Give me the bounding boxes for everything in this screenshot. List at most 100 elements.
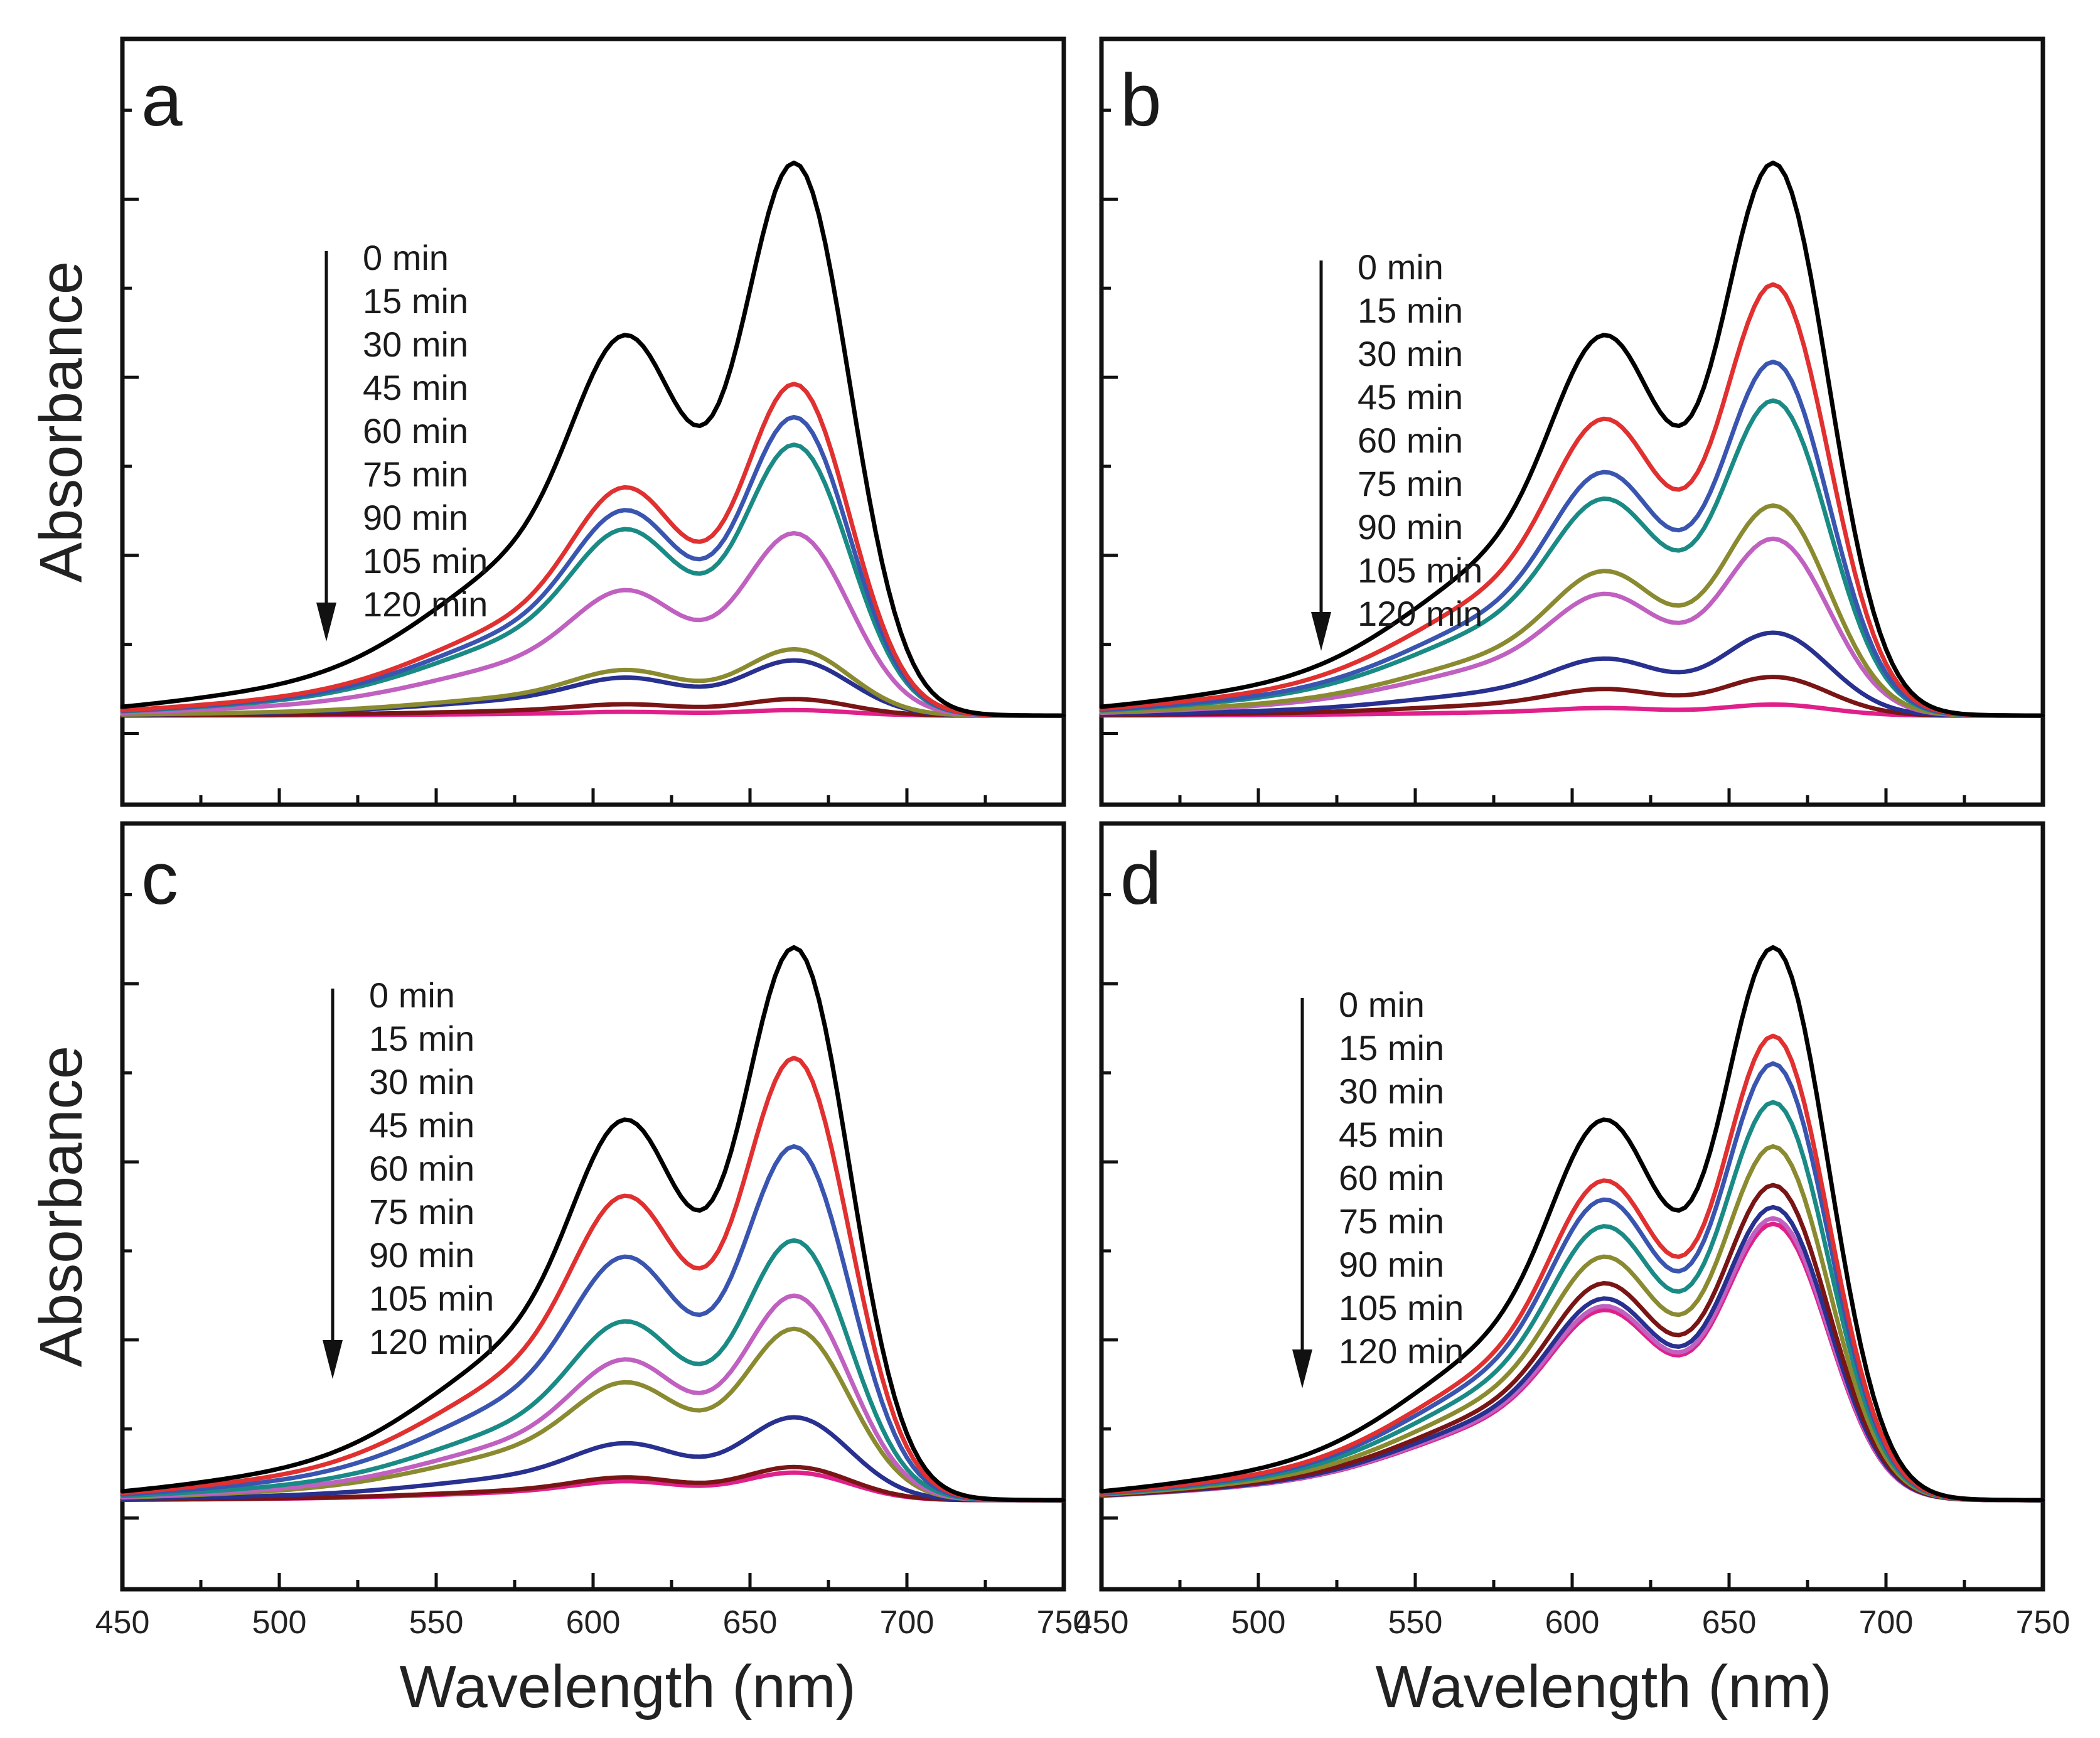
legend-entry: 90 min: [369, 1235, 474, 1275]
legend: 0 min 15 min 30 min 45 min 60 min 75 min 90 mi…: [1311, 247, 1482, 651]
series-line-3: [1099, 359, 2045, 718]
legend-entry: 120 min: [1358, 594, 1482, 633]
panel-b: b 0 min 15 min 30 min 45 min 60 min 75 min 90 …: [1099, 36, 2045, 807]
series-line-6: [120, 646, 1066, 718]
legend-entry: 60 min: [363, 411, 468, 451]
series-line-3: [120, 1144, 1066, 1503]
legend-arrow-head: [1311, 612, 1331, 651]
legend-entry: 45 min: [1339, 1115, 1444, 1154]
legend-entry: 120 min: [1339, 1331, 1464, 1371]
series-line-8: [120, 1464, 1066, 1503]
series-line-2: [120, 1056, 1066, 1503]
x-tick-label: 550: [409, 1604, 464, 1641]
legend-entry: 15 min: [1339, 1028, 1444, 1068]
series-line-2: [1099, 1033, 2045, 1503]
x-axis-title-left: Wavelength (nm): [399, 1653, 855, 1720]
series-line-5: [1099, 503, 2045, 718]
x-tick-labels-left: 450 500 550 600 650 700 750: [95, 1604, 1091, 1641]
series-line-1: [120, 160, 1066, 718]
tick-marks: [121, 893, 1066, 1589]
legend-entry: 105 min: [1358, 550, 1482, 590]
spectra: [1099, 945, 2045, 1503]
legend-entry: 75 min: [369, 1192, 474, 1231]
legend-entry: 45 min: [363, 368, 468, 407]
legend-entry: 90 min: [1339, 1245, 1444, 1284]
legend-entry: 45 min: [369, 1105, 474, 1145]
legend-entry: 90 min: [1358, 507, 1463, 547]
series-line-2: [1099, 282, 2045, 718]
legend-entry: 105 min: [363, 541, 488, 581]
legend-arrow-head: [323, 1340, 343, 1379]
legend-entry: 0 min: [1358, 247, 1444, 287]
series-line-5: [120, 1293, 1066, 1503]
x-tick-label: 500: [1231, 1604, 1286, 1641]
series-line-1: [120, 945, 1066, 1503]
series-line-7: [120, 1415, 1066, 1503]
x-tick-label: 750: [1037, 1604, 1091, 1641]
panel-label: a: [141, 59, 183, 142]
legend-entry: 75 min: [1339, 1201, 1444, 1241]
series-line-8: [1099, 675, 2045, 718]
legend-entry: 15 min: [369, 1019, 474, 1058]
panel-label: b: [1120, 59, 1162, 142]
x-tick-label: 650: [1702, 1604, 1757, 1641]
legend-entry: 60 min: [1339, 1158, 1444, 1198]
x-tick-label: 450: [1074, 1604, 1129, 1641]
legend-entry: 45 min: [1358, 377, 1463, 417]
tick-marks: [1100, 893, 2045, 1589]
x-tick-label: 600: [566, 1604, 621, 1641]
legend-entry: 120 min: [363, 584, 488, 624]
series-line-5: [120, 531, 1066, 718]
y-axis-title-top: Absorbance: [28, 261, 95, 582]
y-axis-title-bottom: Absorbance: [28, 1046, 95, 1367]
x-tick-label: 750: [2016, 1604, 2071, 1641]
legend-arrow-head: [316, 603, 336, 641]
series-line-4: [120, 1238, 1066, 1503]
spectra: [1099, 160, 2045, 718]
legend-arrow-head: [1292, 1349, 1312, 1388]
legend-entry: 30 min: [1339, 1071, 1444, 1111]
legend-entry: 15 min: [1358, 291, 1463, 330]
series-line-2: [120, 382, 1066, 718]
series-line-1: [1099, 945, 2045, 1503]
spectra: [120, 945, 1066, 1503]
legend-entry: 0 min: [1339, 985, 1425, 1024]
panel-label: c: [141, 837, 178, 920]
x-tick-label: 450: [95, 1604, 150, 1641]
x-tick-label: 650: [723, 1604, 778, 1641]
legend-entry: 105 min: [369, 1279, 494, 1318]
x-tick-label: 500: [252, 1604, 307, 1641]
legend-entry: 15 min: [363, 281, 468, 321]
legend-entry: 30 min: [1358, 334, 1463, 373]
legend-entry: 30 min: [369, 1062, 474, 1102]
legend-entry: 60 min: [369, 1149, 474, 1188]
x-tick-label: 550: [1388, 1604, 1443, 1641]
legend-entry: 120 min: [369, 1322, 494, 1361]
legend-entry: 105 min: [1339, 1288, 1464, 1328]
x-tick-label: 600: [1545, 1604, 1600, 1641]
series-line-1: [1099, 160, 2045, 718]
panel-label: d: [1120, 837, 1162, 920]
tick-marks: [121, 108, 1066, 805]
x-tick-labels-right: 450 500 550 600 650 700 750: [1074, 1604, 2071, 1641]
legend-entry: 60 min: [1358, 421, 1463, 460]
tick-marks: [1100, 108, 2045, 805]
legend-entry: 30 min: [363, 325, 468, 364]
x-tick-label: 700: [880, 1604, 935, 1641]
legend-entry: 0 min: [363, 238, 449, 277]
legend-entry: 90 min: [363, 498, 468, 537]
legend-entry: 0 min: [369, 975, 455, 1015]
x-axis-title-right: Wavelength (nm): [1375, 1653, 1831, 1720]
legend-entry: 75 min: [1358, 464, 1463, 503]
legend-entry: 75 min: [363, 454, 468, 494]
series-line-7: [1099, 630, 2045, 718]
series-line-5: [1099, 1144, 2045, 1503]
spectra: [120, 160, 1066, 718]
